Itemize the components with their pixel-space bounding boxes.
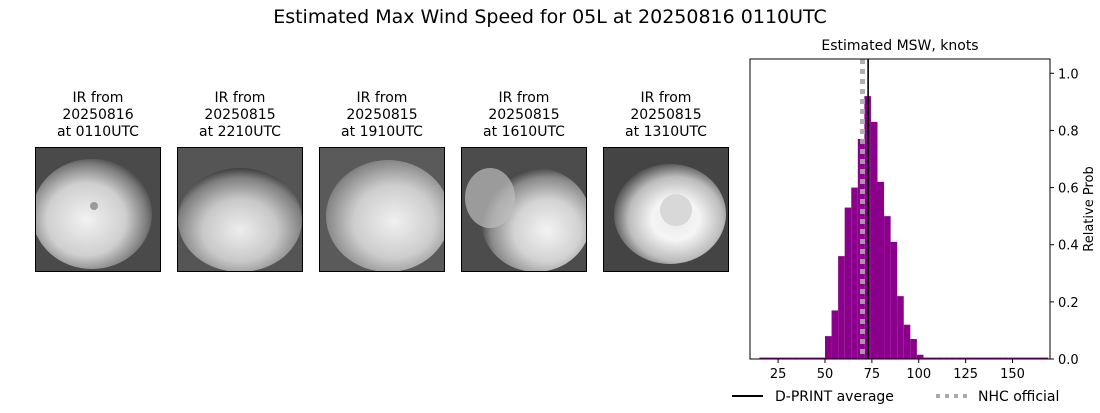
figure-title: Estimated Max Wind Speed for 05L at 2025… [273,6,827,28]
x-tick-label: 100 [906,367,931,382]
msw-histogram-chart: Estimated MSW, knots 25 50 75 100 125 150 0.0… [700,30,1100,413]
histogram-bar [930,357,937,359]
histogram-bar [779,357,786,359]
y-tick-label: 0.4 [1058,239,1079,254]
histogram-bar [897,296,904,359]
ir-panel-title-line: IR from [72,90,124,106]
ir-panel-title: IR from 20250815 at 1610UTC [461,90,587,141]
x-axis: 25 50 75 100 125 150 [770,359,1025,382]
histogram-bar [870,121,878,359]
y-tick-label: 0.2 [1058,296,1079,311]
x-tick-label: 150 [1000,367,1025,382]
ir-panel-time: at 1610UTC [483,124,565,140]
histogram-bar [805,357,812,359]
histogram-bar [936,357,944,359]
ir-panel-title-line: IR from [356,90,408,106]
ir-panel-title: IR from 20250815 at 1910UTC [319,90,445,141]
ir-panel-title: IR from 20250815 at 2210UTC [177,90,303,141]
x-tick-label: 25 [770,367,787,382]
ir-panel-4: IR from 20250815 at 1610UTC [461,90,587,141]
chart-legend: D-PRINT average NHC official [732,389,1059,405]
y-tick-label: 0.0 [1058,353,1079,368]
histogram-bar [884,216,891,359]
histogram-bar [995,357,1003,359]
histogram-bar [1008,357,1016,359]
histogram-bar [903,324,911,359]
ir-panel-title-line: IR from [214,90,266,106]
histogram-bar [851,187,858,359]
histogram-bar [811,357,819,359]
histogram-bar [989,357,996,359]
y-tick-label: 0.8 [1058,124,1079,139]
ir-panel-time: at 2210UTC [199,124,281,140]
ir-satellite-image [461,147,587,272]
ir-panel-5: IR from 20250815 at 1310UTC [603,90,729,141]
ir-panel-title: IR from 20250815 at 1310UTC [603,90,729,141]
ir-panel-time: at 1310UTC [625,124,707,140]
y-tick-label: 1.0 [1058,67,1079,82]
y-axis-label: Relative Prob [1082,166,1097,251]
histogram-bar [765,357,773,359]
ir-panel-date: 20250815 [630,107,702,123]
histogram-bar [818,357,825,359]
legend-label-dprint: D-PRINT average [775,389,894,405]
histogram-bar [1002,357,1009,359]
histogram-bar [975,357,983,359]
ir-panel-3: IR from 20250815 at 1910UTC [319,90,445,141]
y-tick-label: 0.6 [1058,182,1079,197]
legend-label-nhc: NHC official [978,389,1059,405]
ir-panel-date: 20250815 [346,107,418,123]
histogram-bar [825,336,832,359]
histogram-bar [1035,357,1042,359]
ir-panel-date: 20250815 [204,107,276,123]
ir-satellite-image [319,147,445,272]
x-tick-label: 75 [864,367,881,382]
ir-panel-2: IR from 20250815 at 2210UTC [177,90,303,141]
x-tick-label: 50 [817,367,834,382]
histogram-bar [949,357,957,359]
histogram-bar [785,357,793,359]
histogram-bar [969,357,976,359]
histogram-bar [759,357,766,359]
chart-title: Estimated MSW, knots [821,38,978,54]
histogram-bar [831,310,839,359]
histogram-bar [798,357,806,359]
histogram-bar [982,357,990,359]
histogram-bar [923,357,930,359]
histogram-bar [1028,357,1035,359]
ir-satellite-image [177,147,303,272]
ir-panel-title-line: IR from [640,90,692,106]
histogram-bar [838,256,845,359]
histogram-bar [890,241,898,359]
histogram-bar [772,357,780,359]
histogram-bar [943,357,950,359]
ir-satellite-image [603,147,729,272]
histogram-bar [877,181,885,359]
histogram-bar [962,357,970,359]
x-tick-label: 125 [953,367,978,382]
histogram-bar [1015,357,1022,359]
histogram-bar [1041,357,1049,359]
histogram-bar [916,354,924,359]
histogram-bars [759,96,1049,360]
histogram-bar [956,357,963,359]
histogram-bar [1021,357,1029,359]
histogram-bar [844,207,852,359]
ir-panel-date: 20250816 [62,107,134,123]
histogram-bar [792,357,799,359]
ir-panel-time: at 1910UTC [341,124,423,140]
y-axis: 0.0 0.2 0.4 0.6 0.8 1.0 [1050,67,1079,368]
plot-frame [749,58,1051,360]
ir-panel-title-line: IR from [498,90,550,106]
ir-satellite-image [35,147,161,272]
ir-panel-time: at 0110UTC [57,124,139,140]
reference-lines [860,59,869,359]
ir-panel-1: IR from 20250816 at 0110UTC [35,90,161,141]
ir-panel-title: IR from 20250816 at 0110UTC [35,90,161,141]
histogram-bar [910,339,917,359]
ir-panel-date: 20250815 [488,107,560,123]
